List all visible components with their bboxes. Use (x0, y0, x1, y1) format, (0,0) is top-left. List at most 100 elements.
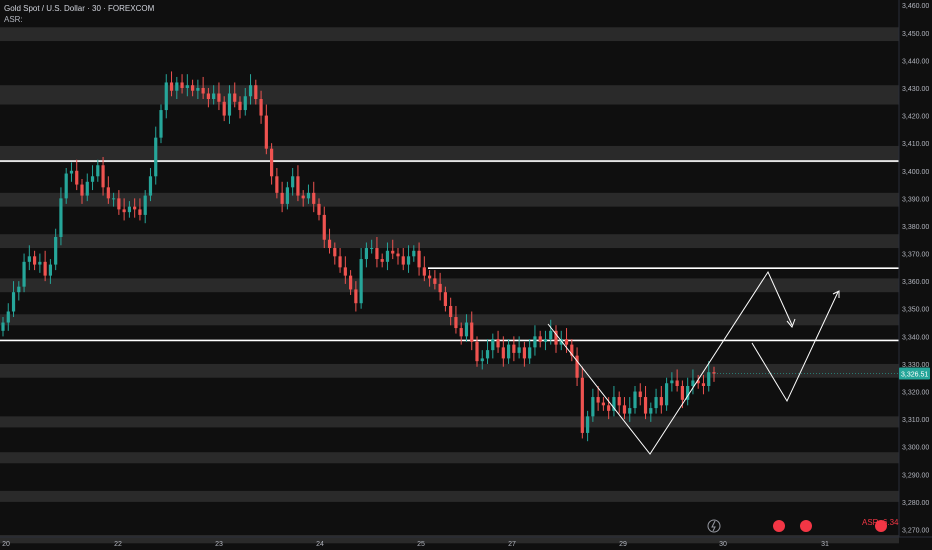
candle-body (222, 101, 226, 116)
price-axis[interactable]: 3,270.00 3,280.00 3,290.00 3,300.00 3,310.00… (898, 0, 932, 550)
last-price-tag: 3,326.51 (714, 367, 930, 380)
candle-body (380, 259, 384, 262)
candle-body (701, 383, 706, 387)
candle-body (322, 214, 326, 240)
candle-body (296, 176, 300, 196)
symbol-title: Gold Spot / U.S. Dollar · 30 · FOREXCOM (4, 4, 155, 13)
candle-body (301, 195, 305, 199)
flag-icon (800, 520, 812, 532)
candle-body (680, 386, 684, 400)
shaded-zone (0, 535, 899, 544)
candle-body (654, 397, 658, 409)
candle-body (670, 380, 674, 384)
candle-body (27, 256, 31, 262)
candle-body (43, 261, 47, 276)
y-tick-label: 3,430.00 (902, 86, 929, 93)
candle-body (254, 85, 258, 100)
candle-body (507, 344, 511, 359)
candle-body (438, 283, 442, 293)
candle-body (443, 292, 447, 306)
flag-icon (773, 520, 785, 532)
x-tick-label: 23 (215, 541, 223, 548)
shaded-zone (0, 452, 899, 464)
candle-body (406, 256, 411, 265)
candle-body (33, 256, 37, 265)
candle-body (291, 176, 295, 188)
candle-body (601, 402, 605, 406)
candle-body (122, 209, 126, 213)
candle-body (633, 391, 637, 409)
y-tick-label: 3,360.00 (902, 279, 929, 286)
y-tick-label: 3,310.00 (902, 417, 929, 424)
candle-body (233, 93, 237, 102)
y-tick-label: 3,290.00 (902, 472, 929, 479)
candle-body (675, 380, 679, 387)
candle-body (649, 408, 653, 414)
candle-body (69, 170, 74, 174)
candle-body (180, 82, 184, 88)
candle-body (212, 93, 216, 100)
candle-body (570, 344, 574, 356)
event-markers[interactable] (707, 519, 887, 533)
candle-body (691, 380, 695, 387)
candle-body (317, 203, 321, 215)
candle-body (90, 176, 95, 182)
candle-body (501, 347, 505, 359)
candle-body (391, 250, 395, 254)
x-tick-label: 22 (114, 541, 122, 548)
candle-body (117, 198, 121, 210)
last-price-badge (899, 367, 930, 380)
time-axis[interactable]: 20 22 23 24 25 27 29 30 31 (0, 536, 932, 548)
candle-body (196, 87, 200, 91)
candle-body (275, 176, 279, 193)
candle-body (306, 192, 311, 199)
candle-body (385, 250, 390, 262)
shaded-zone (0, 234, 899, 249)
y-tick-label: 3,380.00 (902, 224, 929, 231)
candle-body (217, 93, 221, 102)
indicator-label: ASR: (4, 15, 23, 24)
y-tick-label: 3,270.00 (902, 528, 929, 535)
candle-body (564, 339, 569, 345)
shaded-zone (0, 278, 899, 293)
candle-body (259, 99, 263, 116)
candle-body (512, 344, 516, 353)
candle-body (85, 181, 89, 196)
y-tick-label: 3,300.00 (902, 445, 929, 452)
candle-body (280, 192, 284, 204)
y-tick-label: 3,350.00 (902, 307, 929, 314)
horizontal-levels (0, 160, 899, 342)
candle-body (96, 165, 100, 177)
candle-body (270, 148, 274, 177)
candle-body (133, 206, 137, 210)
candle-body (154, 137, 158, 177)
shaded-zones (0, 27, 899, 544)
x-tick-label: 24 (316, 541, 324, 548)
candle-body (396, 253, 400, 257)
candle-body (707, 372, 711, 387)
candle-body (638, 391, 642, 398)
candle-body (665, 383, 669, 406)
candlesticks (1, 71, 716, 442)
candle-body (191, 85, 195, 91)
candle-body (101, 165, 105, 188)
x-tick-label: 20 (2, 541, 10, 548)
candle-body (470, 322, 474, 342)
candle-body (522, 347, 526, 359)
candle-body (343, 267, 347, 276)
candle-body (59, 198, 63, 237)
candle-body (138, 209, 142, 215)
candle-body (64, 173, 68, 199)
x-tick-label: 27 (508, 541, 516, 548)
candle-body (696, 380, 700, 384)
candle-body (607, 405, 611, 411)
lightning-icon (707, 519, 721, 533)
candle-body (459, 328, 463, 337)
shaded-zone (0, 490, 899, 502)
candle-body (496, 339, 500, 348)
shaded-zone (0, 416, 899, 428)
candle-body (227, 93, 232, 116)
x-tick-label: 31 (821, 541, 829, 548)
candle-body (475, 341, 479, 362)
